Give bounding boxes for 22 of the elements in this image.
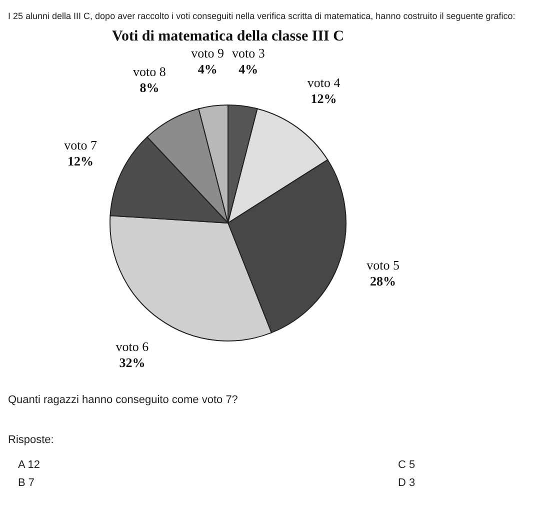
chart-title: Voti di matematica della classe III C (112, 28, 344, 44)
slice-label: voto 7 (64, 138, 98, 153)
text: C 5 (398, 459, 416, 471)
text: I 25 alunni della III C, dopo aver raccolto i voti conseguiti nella verifica scritta di matematica, hanno costruito il seguente grafico: (8, 11, 516, 21)
text: B 7 (18, 477, 35, 489)
text: Quanti ragazzi hanno conseguito come voto 7? (8, 394, 238, 406)
data-label: 4% (198, 61, 218, 76)
data-label: 32% (119, 354, 146, 370)
data-label: 4% (238, 61, 258, 76)
data-label: 12% (68, 154, 94, 169)
slice-label: voto 9 (191, 45, 224, 60)
data-label: 12% (310, 91, 337, 106)
slice-label: voto 3 (232, 45, 265, 60)
slice-label: voto 5 (366, 257, 400, 272)
data-label: 28% (370, 273, 396, 288)
slice-label: voto 8 (133, 64, 166, 80)
text: A 12 (18, 459, 40, 471)
slice-label: voto 4 (307, 75, 341, 90)
text: D 3 (398, 477, 416, 489)
data-label: 8% (140, 80, 160, 96)
text: Risposte: (8, 434, 54, 446)
slice-label: voto 6 (116, 338, 150, 354)
